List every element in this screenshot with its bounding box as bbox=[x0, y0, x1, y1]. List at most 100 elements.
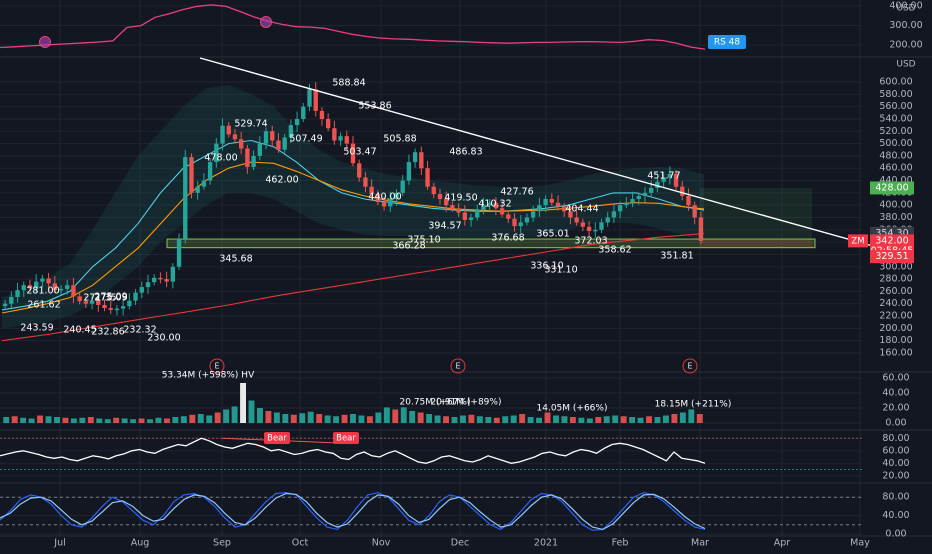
volume-bar bbox=[197, 414, 204, 423]
price-label: 345.68 bbox=[219, 254, 252, 265]
candle-body bbox=[65, 285, 70, 289]
volume-bar bbox=[248, 400, 255, 423]
rsi-panel: Bear Bear bbox=[0, 432, 862, 470]
candle-body bbox=[462, 212, 467, 220]
price-axis-tick: 440.00 bbox=[879, 175, 912, 186]
price-label: 365.01 bbox=[536, 229, 569, 240]
price-label: 507.49 bbox=[289, 134, 322, 145]
price-label: 462.00 bbox=[265, 175, 298, 186]
volume-bar bbox=[231, 406, 238, 423]
price-axis-tick: 400.00 bbox=[879, 200, 912, 211]
candle-body bbox=[207, 162, 213, 181]
resistance-trendline bbox=[199, 57, 881, 249]
low-price-tag-label: 329.51 bbox=[875, 251, 908, 262]
rs-tag-box bbox=[708, 35, 746, 49]
volume-bar bbox=[383, 407, 390, 423]
candle-body bbox=[83, 301, 89, 304]
candle-body bbox=[698, 217, 704, 241]
price-label: 331.10 bbox=[544, 265, 577, 276]
grid-layer bbox=[0, 0, 932, 537]
candle-body bbox=[549, 199, 554, 203]
rsi-axis-tick: 60.00 bbox=[882, 445, 909, 456]
price-label: 232.86 bbox=[91, 327, 124, 338]
volume-bar bbox=[20, 417, 27, 423]
moving-average-line bbox=[1, 139, 705, 311]
candle-body bbox=[58, 288, 64, 291]
candle-body bbox=[71, 285, 76, 297]
time-axis-label: Dec bbox=[451, 538, 469, 549]
candle-body bbox=[214, 143, 219, 163]
candle-body bbox=[543, 199, 548, 206]
candle-body bbox=[381, 202, 387, 207]
time-axis[interactable]: Jul Aug Sep Oct Nov Dec 2021 Feb Mar Apr May bbox=[53, 538, 870, 549]
volume-bar bbox=[688, 409, 695, 423]
volume-bar bbox=[519, 414, 526, 423]
price-panel: 588.84 553.86 529.74 507.49 505.88 503.47 478.… bbox=[1, 57, 881, 374]
candle-body bbox=[27, 285, 33, 289]
candle-body bbox=[555, 202, 561, 207]
rsi-axis-tick: 40.00 bbox=[882, 458, 909, 469]
symbol-tag-box bbox=[848, 234, 868, 248]
candle-body bbox=[239, 139, 244, 149]
candle-body bbox=[183, 157, 188, 240]
earnings-marker bbox=[209, 358, 225, 374]
volume-bar bbox=[138, 418, 145, 423]
candle-body bbox=[586, 226, 592, 232]
stoch-axis-tick: 80.00 bbox=[882, 492, 909, 503]
candle-body bbox=[195, 186, 200, 193]
candle-body bbox=[487, 202, 492, 206]
candle-body bbox=[152, 277, 157, 283]
volume-bar bbox=[417, 412, 424, 423]
volume-axis-tick: 40.00 bbox=[882, 388, 909, 399]
candle-body bbox=[642, 192, 648, 196]
candle-body bbox=[96, 300, 101, 305]
candle-body bbox=[270, 131, 275, 141]
price-axis[interactable]: 400.00300.00200.00USD600.00580.00560.005… bbox=[848, 0, 923, 540]
candle-body bbox=[158, 277, 163, 280]
time-axis-label: 2021 bbox=[534, 538, 558, 549]
candle-body bbox=[450, 205, 455, 209]
price-label: 486.83 bbox=[449, 147, 482, 158]
price-label: 240.45 bbox=[63, 325, 96, 336]
rs-tag-label: RS 48 bbox=[714, 38, 741, 48]
volume-bar bbox=[536, 417, 543, 423]
rs-panel: RS 48 bbox=[0, 4, 746, 50]
price-label: 372.03 bbox=[574, 236, 607, 247]
candle-body bbox=[686, 195, 691, 206]
candle-body bbox=[276, 140, 281, 150]
candle-body bbox=[176, 239, 182, 267]
volume-bar bbox=[79, 417, 86, 423]
price-label: 230.00 bbox=[147, 333, 180, 344]
volume-bar bbox=[273, 412, 280, 423]
candle-body bbox=[692, 205, 697, 218]
volume-bar bbox=[502, 416, 509, 423]
candle-body bbox=[139, 287, 144, 293]
last-price-tag: 342.00 bbox=[870, 234, 914, 248]
time-axis-label: Oct bbox=[292, 538, 309, 549]
candle-body bbox=[251, 155, 256, 167]
candle-body bbox=[680, 186, 685, 196]
price-label: 503.47 bbox=[343, 147, 376, 158]
volume-bar bbox=[569, 417, 576, 423]
volume-label: 20.91M (+89%) bbox=[431, 398, 502, 408]
volume-axis-tick: 20.00 bbox=[882, 403, 909, 414]
ma-value-tag-label: 354.30 bbox=[875, 228, 908, 239]
volume-bar bbox=[451, 417, 458, 423]
price-axis-tick: 240.00 bbox=[879, 298, 912, 309]
price-label: 232.32 bbox=[123, 325, 156, 336]
volume-bar bbox=[527, 417, 534, 423]
candle-body bbox=[568, 211, 573, 218]
candle-body bbox=[9, 296, 14, 304]
volatility-band bbox=[2, 85, 704, 329]
candle-body bbox=[170, 266, 176, 282]
volume-bar bbox=[350, 414, 356, 423]
volume-bar bbox=[443, 416, 449, 423]
candle-body bbox=[102, 304, 107, 309]
bear-tag-label: Bear bbox=[336, 434, 356, 444]
candle-body bbox=[524, 217, 530, 223]
candle-body bbox=[89, 300, 95, 304]
target-price-tag-label: 428.00 bbox=[875, 182, 908, 193]
volume-bar bbox=[400, 407, 407, 423]
candle-body bbox=[307, 89, 312, 107]
